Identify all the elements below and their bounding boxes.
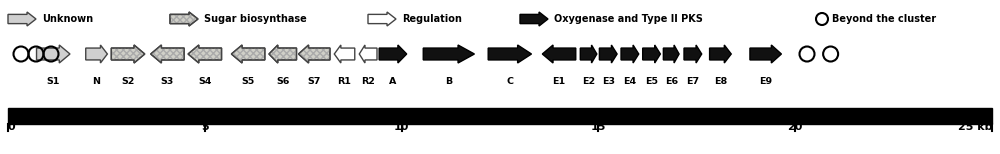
Text: E2: E2 — [582, 77, 595, 87]
Text: S7: S7 — [308, 77, 321, 87]
Polygon shape — [368, 12, 396, 26]
Polygon shape — [520, 12, 548, 26]
Text: E5: E5 — [645, 77, 658, 87]
Polygon shape — [86, 45, 107, 63]
Polygon shape — [269, 45, 297, 63]
Text: S4: S4 — [198, 77, 211, 87]
Polygon shape — [580, 45, 597, 63]
Bar — [8, 108, 992, 124]
Text: E3: E3 — [602, 77, 615, 87]
Polygon shape — [151, 45, 184, 63]
Text: Beyond the cluster: Beyond the cluster — [832, 14, 936, 24]
Text: E7: E7 — [686, 77, 699, 87]
Polygon shape — [750, 45, 781, 63]
Text: C: C — [506, 77, 513, 87]
Polygon shape — [488, 45, 531, 63]
Text: R1: R1 — [338, 77, 351, 87]
Polygon shape — [621, 45, 639, 63]
Text: R2: R2 — [361, 77, 375, 87]
Polygon shape — [423, 45, 474, 63]
Text: Unknown: Unknown — [42, 14, 93, 24]
Text: A: A — [389, 77, 397, 87]
Polygon shape — [170, 12, 198, 26]
Polygon shape — [37, 45, 70, 63]
Text: Sugar biosynthase: Sugar biosynthase — [204, 14, 307, 24]
Text: Regulation: Regulation — [402, 14, 462, 24]
Text: E4: E4 — [623, 77, 636, 87]
Polygon shape — [663, 45, 679, 63]
Polygon shape — [643, 45, 660, 63]
Polygon shape — [334, 45, 355, 63]
Text: S3: S3 — [161, 77, 174, 87]
Text: 25 kb: 25 kb — [958, 122, 992, 132]
Text: 15: 15 — [591, 122, 606, 132]
Polygon shape — [684, 45, 702, 63]
Text: S6: S6 — [276, 77, 289, 87]
Text: E9: E9 — [759, 77, 772, 87]
Text: 20: 20 — [788, 122, 803, 132]
Polygon shape — [710, 45, 731, 63]
Polygon shape — [8, 12, 36, 26]
Text: E8: E8 — [714, 77, 727, 87]
Text: E6: E6 — [665, 77, 678, 87]
Text: 0: 0 — [8, 122, 16, 132]
Text: 5: 5 — [201, 122, 209, 132]
Polygon shape — [379, 45, 407, 63]
Text: S1: S1 — [47, 77, 60, 87]
Text: S2: S2 — [121, 77, 135, 87]
Polygon shape — [599, 45, 617, 63]
Polygon shape — [188, 45, 222, 63]
Text: Oxygenase and Type II PKS: Oxygenase and Type II PKS — [554, 14, 703, 24]
Text: B: B — [445, 77, 452, 87]
Polygon shape — [359, 45, 377, 63]
Text: N: N — [93, 77, 101, 87]
Text: 10: 10 — [394, 122, 409, 132]
Polygon shape — [542, 45, 576, 63]
Text: E1: E1 — [552, 77, 566, 87]
Text: S5: S5 — [241, 77, 255, 87]
Polygon shape — [111, 45, 145, 63]
Polygon shape — [298, 45, 330, 63]
Polygon shape — [231, 45, 265, 63]
